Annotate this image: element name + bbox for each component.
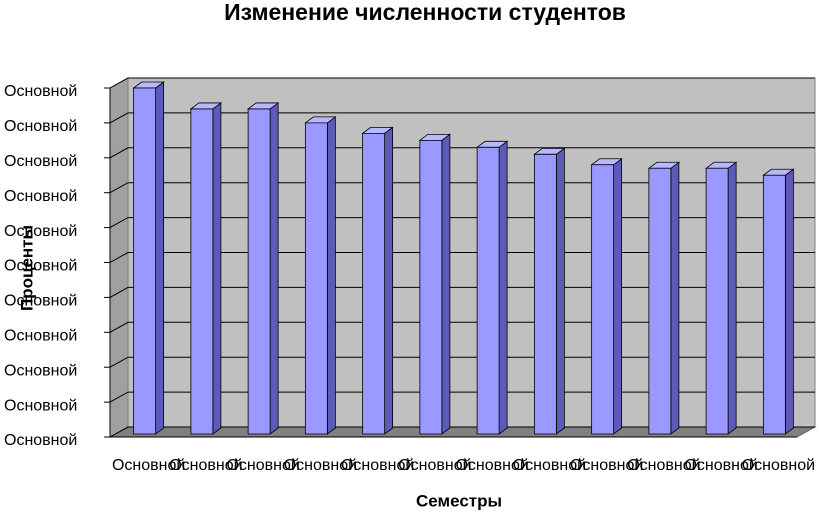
- x-tick-label: Основной: [627, 457, 700, 474]
- bar-side: [613, 157, 623, 435]
- grid-line: [109, 426, 815, 438]
- x-tick-label: Основной: [455, 457, 528, 474]
- chart-title: Изменение численности студентов: [224, 0, 626, 25]
- bar: [475, 140, 509, 435]
- grid-line: [109, 286, 815, 298]
- x-axis-title: Семестры: [416, 491, 502, 510]
- bar: [590, 157, 623, 435]
- bar: [189, 102, 223, 435]
- grid-line: [109, 356, 815, 368]
- y-tick-label: Основной: [4, 188, 77, 205]
- bar-side: [555, 147, 565, 435]
- bar-front: [190, 108, 214, 435]
- x-tick-label: Основной: [398, 457, 471, 474]
- grid-line: [109, 77, 815, 89]
- y-axis-title: Проценты: [17, 225, 36, 311]
- y-tick-label: Основной: [4, 293, 77, 310]
- grid-line: [109, 112, 815, 124]
- y-tick-label: Основной: [4, 258, 77, 275]
- bar-side: [269, 102, 279, 435]
- bar: [132, 81, 165, 435]
- x-tick-label: Основной: [513, 457, 586, 474]
- bar-front: [533, 153, 557, 435]
- x-tick-label: Основной: [226, 457, 299, 474]
- bar: [418, 133, 452, 435]
- bar-side: [441, 133, 451, 435]
- y-tick-label: Основной: [4, 153, 77, 170]
- grid-line: [109, 391, 815, 403]
- bar: [704, 161, 738, 435]
- bar-side: [212, 102, 222, 435]
- y-tick-label: Основной: [4, 118, 77, 135]
- y-tick-label: Основной: [4, 328, 77, 345]
- grid-line: [109, 252, 815, 263]
- y-tick-label: Основной: [4, 432, 77, 449]
- x-tick-label: Основной: [341, 457, 414, 474]
- bar-front: [362, 132, 386, 435]
- y-tick-label: Основной: [4, 397, 77, 414]
- grid-line: [109, 182, 815, 194]
- bar: [533, 147, 566, 435]
- bar-front: [591, 164, 615, 435]
- bar-side: [784, 168, 794, 435]
- y-tick-label: Основной: [4, 223, 77, 240]
- bar: [246, 102, 280, 435]
- x-tick-label: Основной: [284, 457, 357, 474]
- x-tick-label: Основной: [112, 457, 185, 474]
- bar: [361, 126, 394, 435]
- grid-line: [109, 321, 815, 333]
- y-tick-label: Основной: [4, 83, 77, 100]
- x-tick-label: Основной: [684, 457, 757, 474]
- bar-side: [670, 161, 680, 435]
- bar-front: [247, 108, 271, 435]
- bar-side: [498, 140, 508, 435]
- x-tick-label: Основной: [169, 457, 242, 474]
- bar-front: [762, 174, 786, 435]
- bar-side: [384, 126, 394, 435]
- x-tick-label: Основной: [742, 457, 815, 474]
- bar: [647, 161, 681, 435]
- grid-line: [109, 217, 815, 229]
- bar-front: [476, 146, 500, 435]
- y-tick-label: Основной: [4, 362, 77, 379]
- bar: [304, 116, 337, 435]
- bar-side: [155, 81, 165, 435]
- bar-front: [705, 167, 729, 435]
- bar-front: [648, 167, 672, 435]
- bar: [762, 168, 795, 435]
- bar-front: [304, 122, 328, 435]
- bar-front: [419, 139, 443, 435]
- x-tick-label: Основной: [570, 457, 643, 474]
- bar-side: [727, 161, 737, 435]
- bar-side: [326, 116, 336, 435]
- bar-front: [133, 87, 157, 435]
- grid-line: [109, 147, 815, 159]
